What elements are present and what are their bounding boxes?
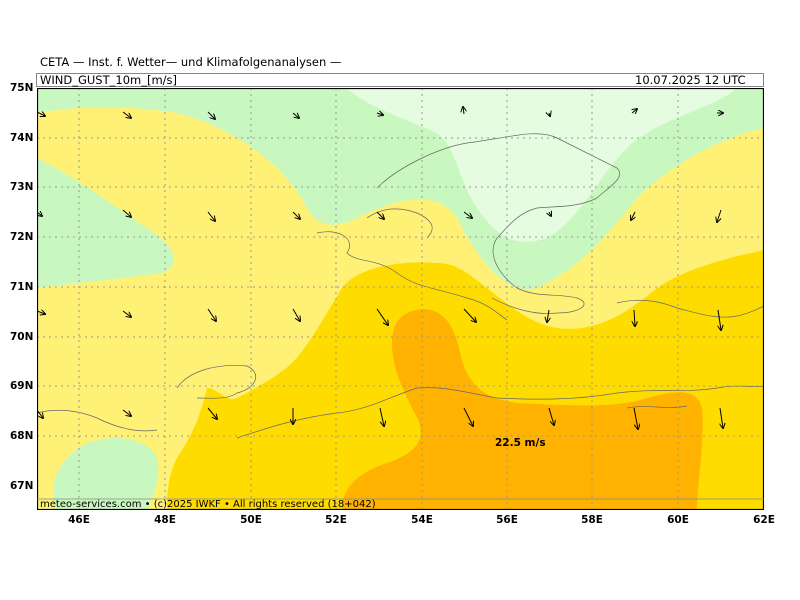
fill-very-light-green xyxy=(347,88,737,242)
variable-bar xyxy=(36,73,764,87)
max-gust-label: 22.5 m/s xyxy=(495,437,546,449)
map-title: CETA — Inst. f. Wetter— und Klimafolgena… xyxy=(40,55,342,69)
lon-label-54e: 54E xyxy=(411,514,433,526)
variable-name: WIND_GUST_10m_[m/s] xyxy=(40,73,178,87)
wind-gust-map: 22.5 m/s xyxy=(37,88,764,510)
lon-label-48e: 48E xyxy=(154,514,176,526)
fill-orange xyxy=(342,309,703,510)
valid-time: 10.07.2025 12 UTC xyxy=(635,73,746,87)
lat-label-71n: 71N xyxy=(10,281,34,293)
lat-label-73n: 73N xyxy=(10,181,34,193)
lat-label-69n: 69N xyxy=(10,380,34,392)
fill-light-green-west xyxy=(37,158,174,288)
lat-label-74n: 74N xyxy=(10,132,34,144)
lon-label-50e: 50E xyxy=(240,514,262,526)
fill-light-green-southwest xyxy=(53,438,159,510)
lat-label-72n: 72N xyxy=(10,231,34,243)
lat-label-75n: 75N xyxy=(10,82,34,94)
lat-label-70n: 70N xyxy=(10,331,34,343)
coastlines xyxy=(37,133,764,439)
wind-arrows xyxy=(37,107,723,429)
lon-label-60e: 60E xyxy=(667,514,689,526)
lon-label-62e: 62E xyxy=(753,514,775,526)
lon-label-56e: 56E xyxy=(496,514,518,526)
lon-label-58e: 58E xyxy=(581,514,603,526)
lat-label-68n: 68N xyxy=(10,430,34,442)
lon-label-46e: 46E xyxy=(68,514,90,526)
map-frame xyxy=(37,88,764,510)
footer-credit: meteo-services.com • (c)2025 IWKF • All … xyxy=(40,499,376,510)
lon-label-52e: 52E xyxy=(325,514,347,526)
lat-label-67n: 67N xyxy=(10,480,34,492)
lat-lon-grid xyxy=(37,88,764,510)
